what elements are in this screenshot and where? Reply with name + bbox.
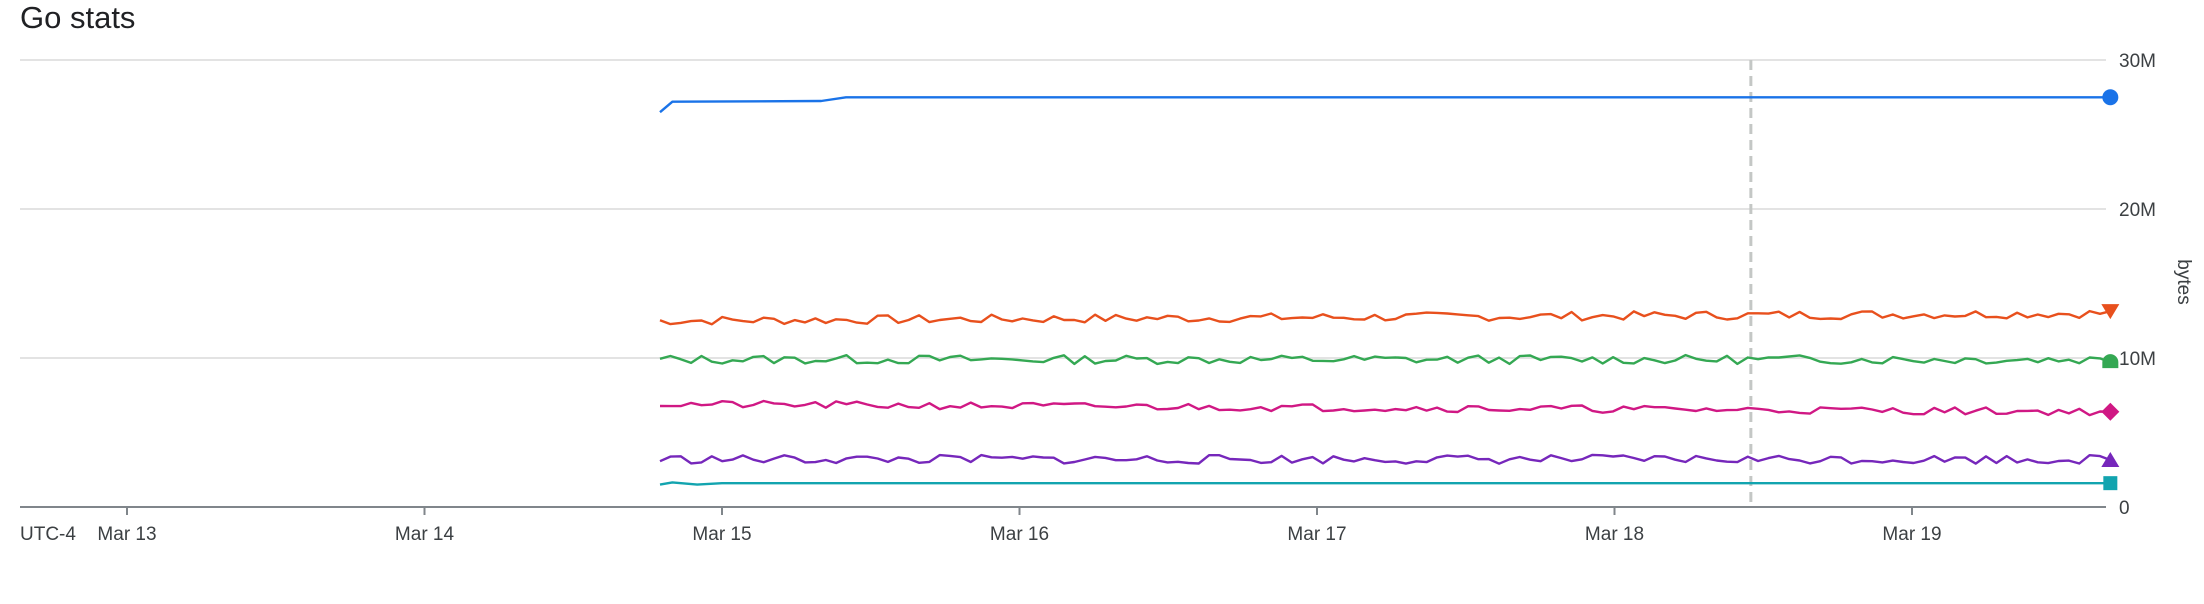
series-line-3 xyxy=(659,353,2111,366)
series-line-2 xyxy=(659,309,2111,326)
x-tick-label: Mar 15 xyxy=(692,524,751,545)
y-tick-label: 0 xyxy=(2119,498,2130,519)
series-line-5 xyxy=(659,453,2111,465)
triangle-up-marker xyxy=(2101,451,2120,467)
diamond-marker xyxy=(2101,402,2120,421)
series-line-6 xyxy=(659,481,2111,486)
series-line-4 xyxy=(659,399,2111,417)
y-axis-ticks: 0 10M 20M 30M xyxy=(2119,51,2156,519)
gridlines xyxy=(20,59,2106,359)
y-tick-label: 20M xyxy=(2119,200,2156,221)
series-end-markers xyxy=(2101,89,2120,491)
x-tick-label: Mar 19 xyxy=(1882,524,1941,545)
x-tick-label: Mar 14 xyxy=(395,524,455,545)
timezone-label: UTC-4 xyxy=(20,524,76,545)
half-circle-marker xyxy=(2102,354,2119,369)
triangle-down-marker xyxy=(2101,304,2120,320)
chart-title: Go stats xyxy=(20,0,136,35)
y-tick-label: 10M xyxy=(2119,349,2156,370)
x-tick-label: Mar 17 xyxy=(1287,524,1346,545)
series-lines xyxy=(659,96,2111,486)
x-tick-label: Mar 16 xyxy=(990,524,1049,545)
x-tick-label: Mar 18 xyxy=(1585,524,1644,545)
y-axis-label: bytes xyxy=(2173,259,2194,304)
circle-marker xyxy=(2102,89,2119,106)
y-tick-label: 30M xyxy=(2119,51,2156,72)
series-line-1 xyxy=(659,96,2111,114)
x-tick-label: Mar 13 xyxy=(97,524,156,545)
square-marker xyxy=(2103,476,2118,491)
x-axis-ticks: Mar 13 Mar 14 Mar 15 Mar 16 Mar 17 Mar 18 Mar … xyxy=(97,507,1942,545)
